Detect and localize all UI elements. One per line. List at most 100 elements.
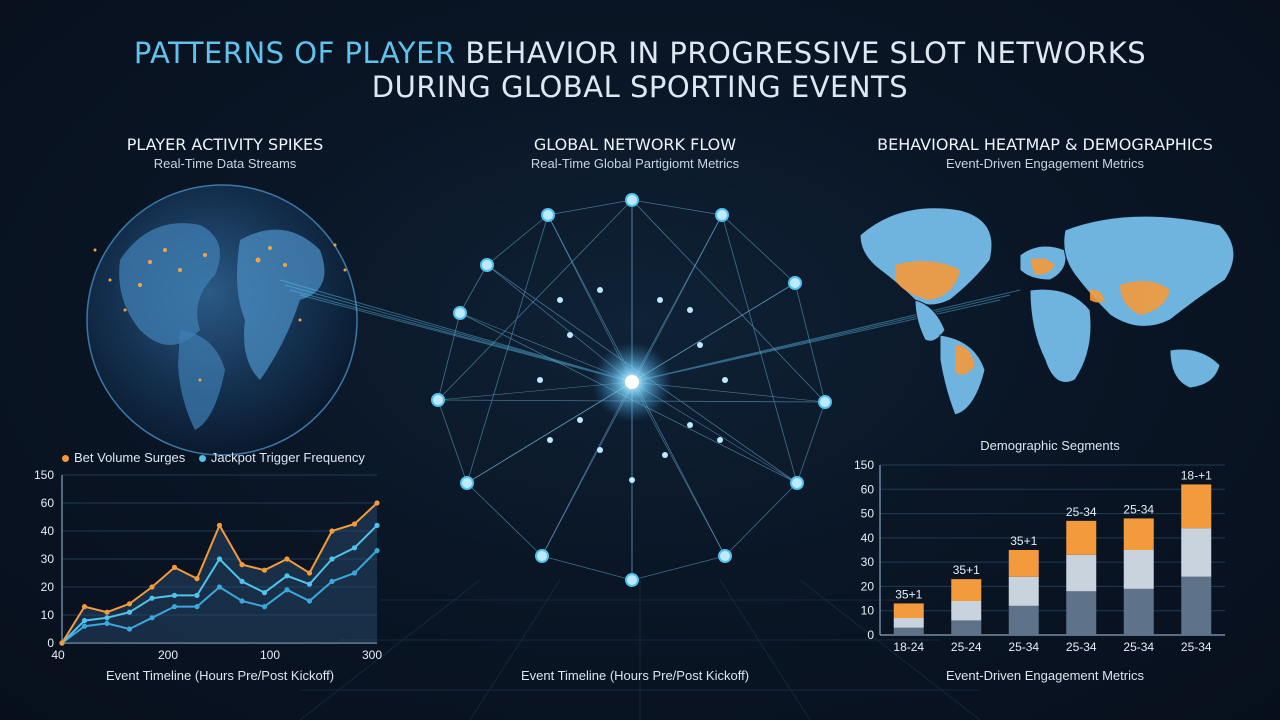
bar-chart-title: Demographic Segments xyxy=(980,438,1120,453)
bar-top-label: 35+1 xyxy=(895,587,922,601)
data-point xyxy=(351,545,358,551)
x-tick-label: 300 xyxy=(362,648,382,662)
data-point xyxy=(126,609,133,615)
data-point xyxy=(149,595,155,601)
bar-segment xyxy=(951,601,982,621)
data-point xyxy=(261,567,268,573)
bar-segment xyxy=(893,603,924,618)
data-point xyxy=(171,604,178,610)
y-tick-label: 60 xyxy=(41,496,55,510)
x-tick-label: 25-24 xyxy=(951,640,982,654)
data-point xyxy=(351,570,358,576)
y-tick-label: 60 xyxy=(861,482,875,496)
data-point xyxy=(374,548,380,554)
data-point xyxy=(81,623,88,629)
data-point xyxy=(329,528,335,534)
map-heat-overlay xyxy=(895,258,1170,375)
data-point xyxy=(126,626,133,632)
page-title-line2: DURING GLOBAL SPORTING EVENTS xyxy=(371,70,909,104)
y-tick-label: 10 xyxy=(41,608,55,622)
x-tick-label: 200 xyxy=(158,648,178,662)
floor-grid xyxy=(299,579,981,720)
bar-segment xyxy=(1181,576,1212,635)
left-panel-title: PLAYER ACTIVITY SPIKES xyxy=(126,135,324,154)
x-tick-label: 40 xyxy=(51,648,65,662)
data-point xyxy=(351,521,358,527)
data-point xyxy=(284,556,290,562)
bar-segment xyxy=(893,627,924,635)
data-point xyxy=(216,522,223,528)
bar-segment xyxy=(1123,518,1154,550)
bar-segment xyxy=(1181,484,1212,529)
data-point xyxy=(329,556,335,562)
y-tick-label: 20 xyxy=(41,580,55,594)
y-tick-label: 30 xyxy=(861,555,875,569)
bar-segment xyxy=(1123,588,1154,635)
data-point xyxy=(59,640,65,646)
bar-segment xyxy=(1008,550,1039,577)
globe-graphic xyxy=(86,184,358,456)
data-point xyxy=(306,598,313,604)
right-panel-subtitle: Event-Driven Engagement Metrics xyxy=(946,156,1144,171)
bar-segment xyxy=(1066,554,1097,592)
bar-segment xyxy=(1181,528,1212,577)
data-point xyxy=(261,604,268,610)
data-point xyxy=(239,598,245,604)
data-point xyxy=(216,584,223,590)
data-point xyxy=(126,601,133,607)
bar-top-label: 18-+1 xyxy=(1181,468,1212,482)
data-point xyxy=(261,590,268,596)
page-title: PATTERNS OF PLAYER BEHAVIOR IN PROGRESSI… xyxy=(0,36,1280,70)
title-rest: BEHAVIOR IN PROGRESSIVE SLOT NETWORKS xyxy=(455,36,1147,70)
y-tick-label: 40 xyxy=(861,531,875,545)
data-point xyxy=(239,578,245,584)
bar-segment xyxy=(1066,520,1097,555)
legend-label-bet-volume: Bet Volume Surges xyxy=(74,450,186,465)
legend-label-jackpot: Jackpot Trigger Frequency xyxy=(210,450,365,465)
title-highlight: PATTERNS OF PLAYER xyxy=(133,36,456,70)
bar-top-label: 25-34 xyxy=(1066,505,1097,519)
y-tick-label: 150 xyxy=(34,468,54,482)
data-point xyxy=(194,604,200,610)
y-tick-label: 0 xyxy=(867,628,874,642)
data-point xyxy=(284,573,290,579)
x-tick-label: 25-34 xyxy=(1123,640,1154,654)
center-panel-title: GLOBAL NETWORK FLOW xyxy=(533,135,737,154)
orange-dot-icon xyxy=(62,455,69,463)
data-point xyxy=(329,578,335,584)
y-tick-label: 20 xyxy=(861,579,875,593)
data-point xyxy=(104,615,110,621)
y-tick-label: 150 xyxy=(854,458,874,472)
center-panel-subtitle: Real-Time Global Partigiomt Metrics xyxy=(530,156,740,171)
data-point xyxy=(284,587,290,593)
data-point xyxy=(306,570,313,576)
data-point xyxy=(104,620,110,626)
data-point xyxy=(374,522,380,528)
data-point xyxy=(239,562,245,568)
data-point xyxy=(171,592,178,598)
world-map xyxy=(859,207,1235,416)
center-footer: Event Timeline (Hours Pre/Post Kickoff) xyxy=(520,668,750,683)
bar-segment xyxy=(951,620,982,635)
left-panel-subtitle: Real-Time Data Streams xyxy=(153,156,297,171)
data-point xyxy=(374,500,380,506)
data-point xyxy=(104,609,110,615)
data-beams xyxy=(279,279,1021,383)
y-tick-label: 50 xyxy=(861,507,875,521)
bar-chart-xlabel: Event-Driven Engagement Metrics xyxy=(946,668,1144,683)
line-chart-legend: Bet Volume Surges Jackpot Trigger Freque… xyxy=(62,450,365,465)
x-tick-label: 25-34 xyxy=(1181,640,1212,654)
bar-segment xyxy=(893,618,924,628)
blue-dot-icon xyxy=(198,455,206,463)
data-point xyxy=(149,584,155,590)
bar-top-label: 35+1 xyxy=(1010,534,1037,548)
data-point xyxy=(216,556,223,562)
network-graph xyxy=(431,193,832,587)
x-tick-label: 25-34 xyxy=(1066,640,1097,654)
bar-top-label: 35+1 xyxy=(953,563,980,577)
y-tick-label: 40 xyxy=(41,524,55,538)
bar-segment xyxy=(1066,591,1097,635)
x-tick-label: 25-34 xyxy=(1008,640,1039,654)
legend-item-bet-volume: Bet Volume Surges xyxy=(62,450,185,465)
